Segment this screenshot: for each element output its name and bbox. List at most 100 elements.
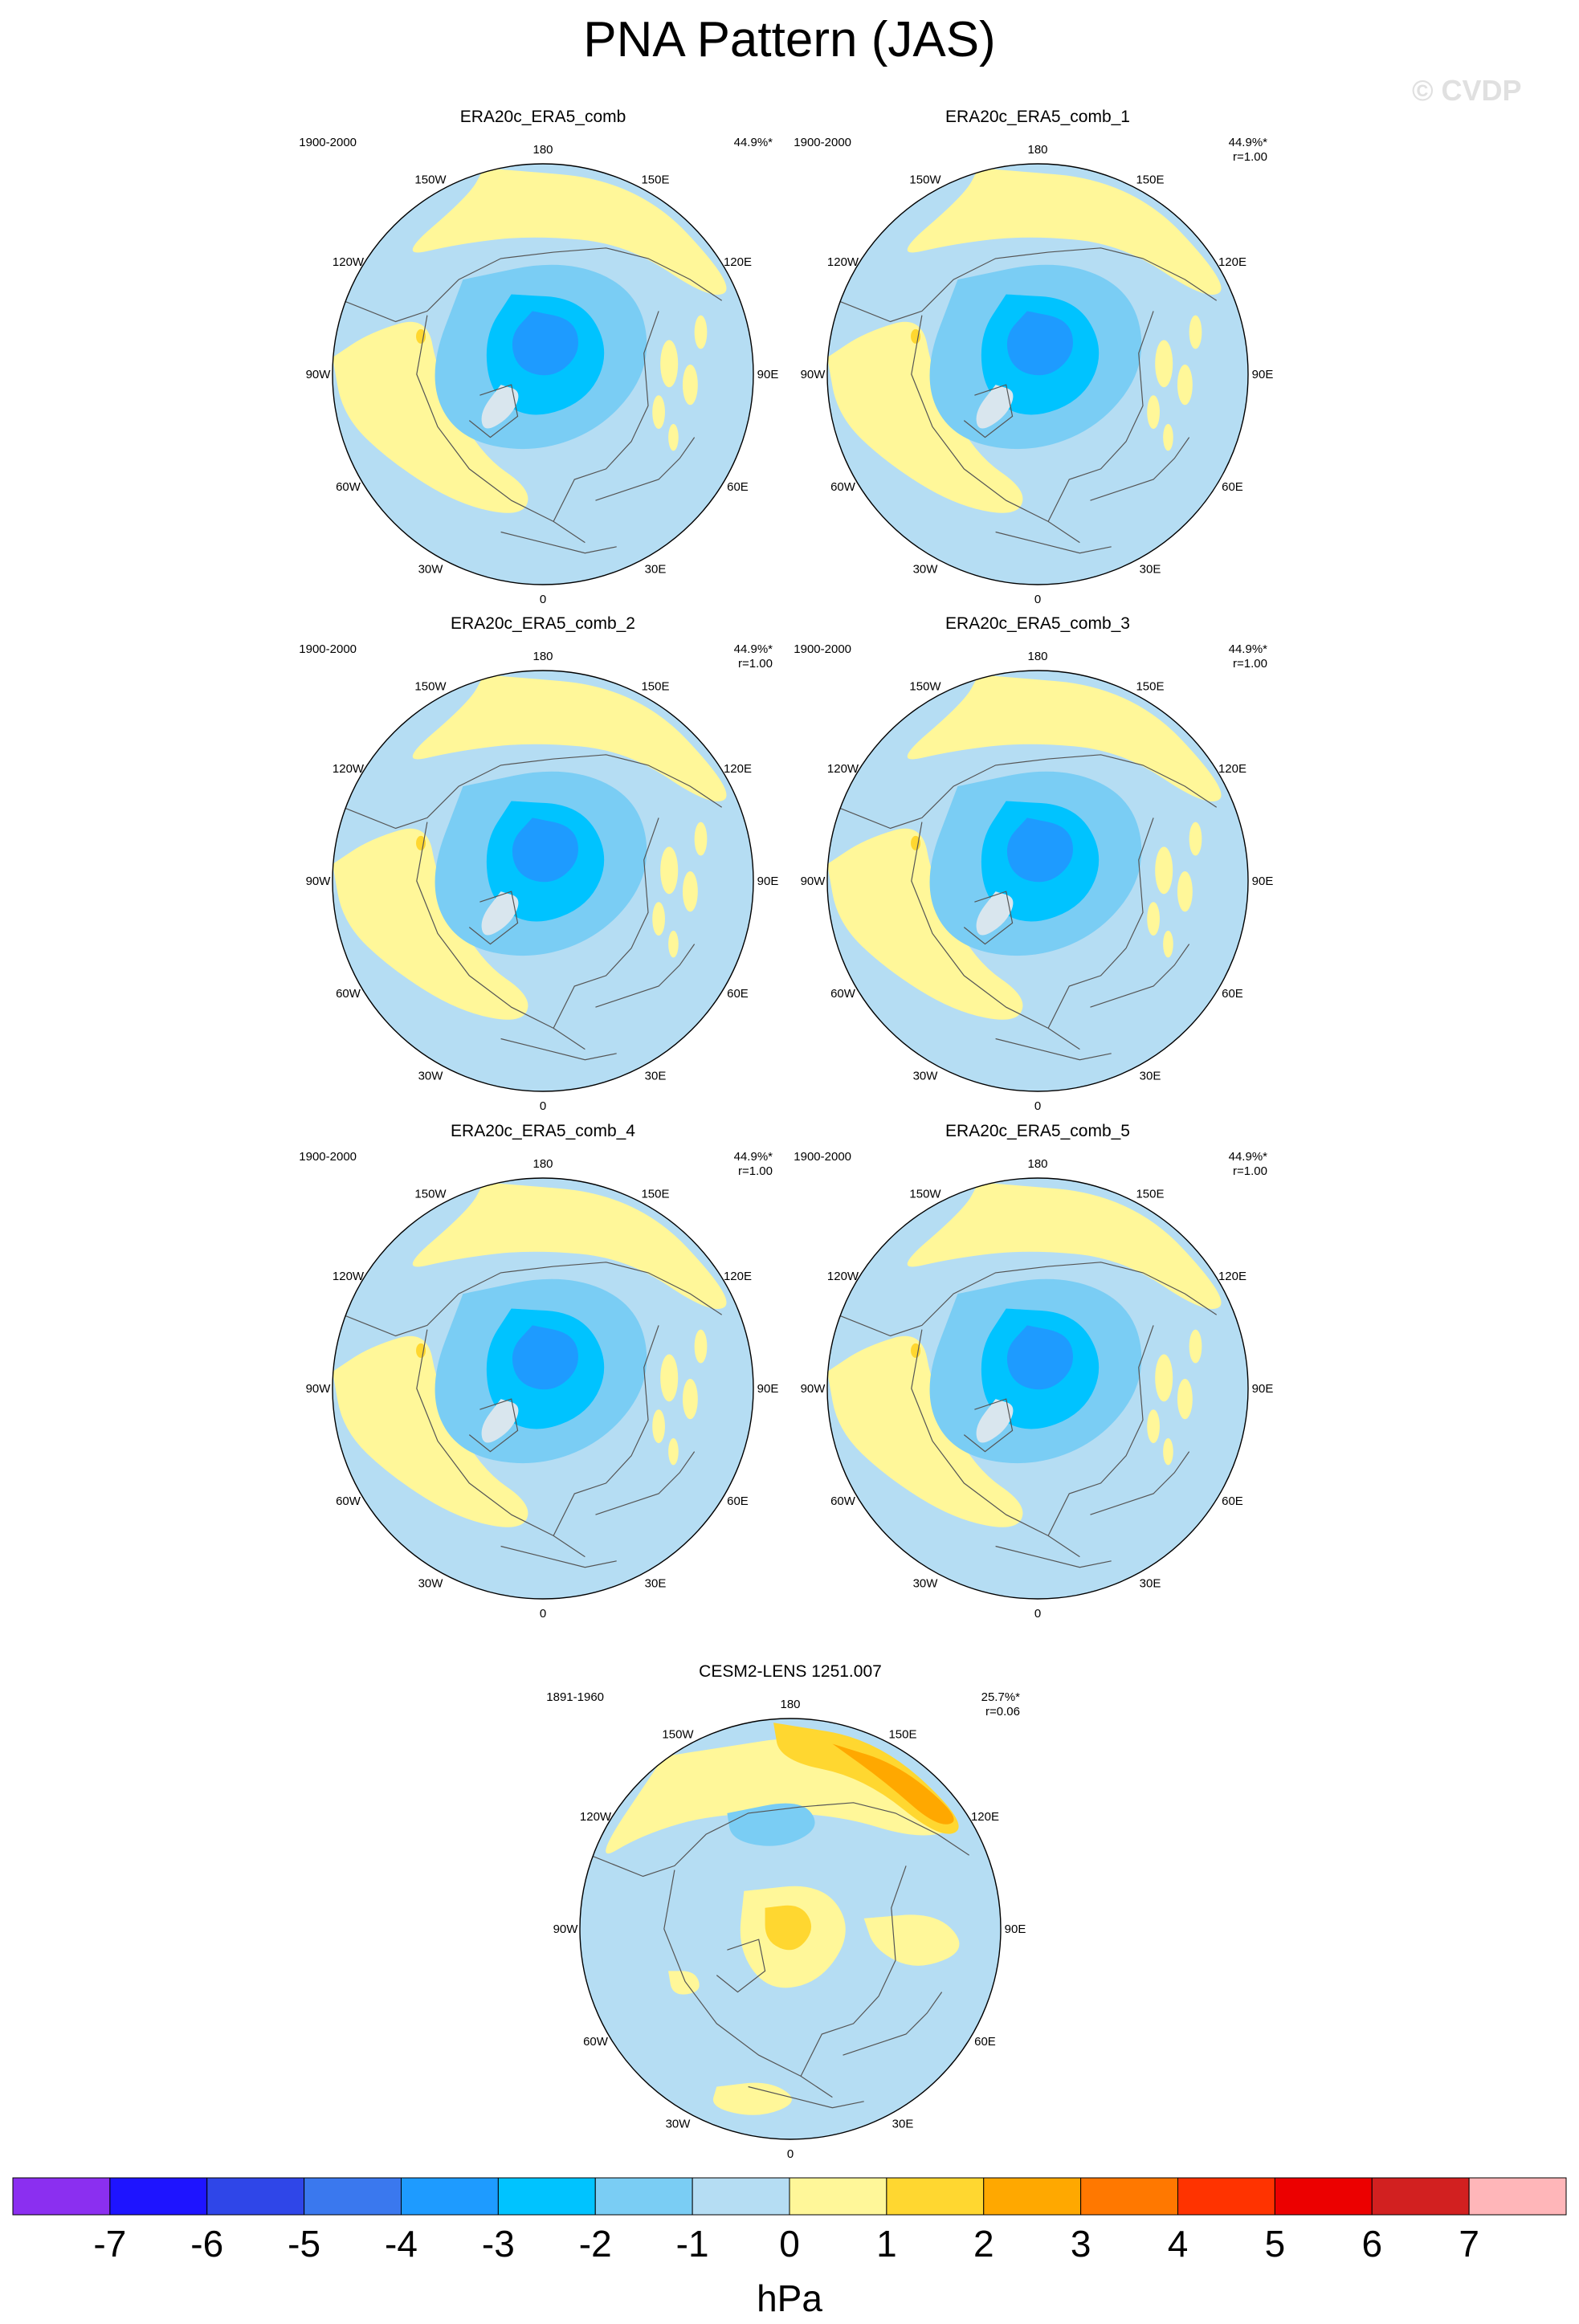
longitude-label: 60W	[583, 2035, 609, 2049]
map-border	[332, 163, 754, 585]
longitude-label: 180	[532, 650, 553, 663]
positive-anomaly-patch	[1147, 395, 1160, 430]
longitude-label: 150W	[414, 680, 447, 694]
cvdp-watermark: © CVDP	[1412, 74, 1522, 107]
colorbar-unit-label: hPa	[757, 2277, 822, 2319]
panel-correlation: r=1.00	[1233, 1164, 1267, 1178]
positive-anomaly-patch	[1189, 822, 1202, 856]
longitude-label: 150W	[909, 680, 941, 694]
coastline	[995, 1545, 1112, 1568]
colorbar-tick-label: -6	[190, 2223, 223, 2265]
positive-anomaly-patch	[1177, 1378, 1193, 1420]
longitude-label: 0	[1034, 593, 1041, 606]
polar-map	[827, 671, 1248, 1091]
colorbar-tick-label: 4	[1168, 2223, 1189, 2265]
longitude-label: 120E	[1218, 1270, 1246, 1283]
map-border	[332, 670, 754, 1092]
colorbar-tick-label: -3	[482, 2223, 515, 2265]
colorbar-tick-label: 7	[1459, 2223, 1479, 2265]
longitude-label: 180	[1027, 650, 1047, 663]
longitude-label: 60E	[727, 1494, 749, 1508]
longitude-label: 30W	[666, 2117, 692, 2130]
positive-anomaly-region	[773, 1723, 959, 1834]
positive-anomaly-patch	[416, 835, 426, 850]
longitude-label: 60W	[336, 480, 361, 494]
positive-anomaly-patch	[416, 328, 426, 344]
longitude-label: 150E	[1136, 680, 1164, 694]
positive-anomaly-patch	[1163, 1437, 1173, 1466]
coastline	[468, 384, 519, 438]
longitude-label: 90W	[553, 1922, 579, 1936]
longitude-label: 60W	[336, 1494, 361, 1508]
panel-variance: 44.9%*	[1229, 136, 1268, 149]
longitude-label: 60E	[974, 2035, 996, 2049]
longitude-label: 30W	[418, 1069, 444, 1082]
longitude-label: 90E	[757, 1382, 779, 1396]
positive-anomaly-patch	[652, 902, 665, 936]
colorbar-tick-label: 2	[973, 2223, 994, 2265]
colorbar-tick-label: 0	[779, 2223, 800, 2265]
longitude-label: 60E	[1222, 1494, 1243, 1508]
panel-years: 1900-2000	[299, 136, 357, 149]
longitude-label: 30E	[892, 2117, 914, 2130]
colorbar-swatch	[692, 2177, 790, 2216]
coastline	[1047, 311, 1154, 522]
colorbar-swatch	[886, 2177, 985, 2216]
positive-anomaly-region	[907, 1182, 1222, 1310]
longitude-label: 60W	[830, 480, 856, 494]
coastline	[342, 1262, 723, 1337]
longitude-label: 120E	[724, 762, 752, 776]
colorbar-tick-label: 1	[876, 2223, 897, 2265]
coastline	[595, 1451, 696, 1515]
negative-anomaly-core	[512, 311, 578, 376]
positive-anomaly-patch	[660, 1354, 679, 1402]
colorbar-tick-label: -7	[93, 2223, 126, 2265]
longitude-label: 120E	[724, 255, 752, 269]
coastline	[553, 817, 659, 1029]
longitude-label: 0	[540, 593, 546, 606]
negative-anomaly-core	[1006, 817, 1073, 883]
longitude-label: 180	[532, 143, 553, 157]
positive-anomaly-patch	[911, 1343, 921, 1358]
longitude-label: 180	[1027, 143, 1047, 157]
longitude-label: 120W	[333, 1270, 365, 1283]
positive-anomaly-patch	[911, 835, 921, 850]
longitude-label: 150E	[641, 1188, 669, 1201]
land-patch	[481, 891, 519, 936]
coastline	[595, 437, 696, 501]
panel-correlation: r=1.00	[1233, 657, 1267, 671]
longitude-label: 90E	[757, 368, 779, 381]
panel-years: 1900-2000	[794, 642, 851, 656]
coastline	[595, 944, 696, 1008]
coastline	[590, 1802, 970, 1878]
positive-anomaly-region	[668, 1971, 700, 1995]
negative-anomaly-core	[512, 1325, 578, 1390]
panel-variance: 44.9%*	[734, 642, 773, 656]
colorbar: -7 -6 -5 -4 -3 -2 -1 0 1 2 3 4 5 6 7 hPa	[12, 2177, 1567, 2319]
positive-anomaly-patch	[1189, 315, 1202, 349]
coastline	[843, 1992, 943, 2056]
colorbar-swatch	[12, 2177, 111, 2216]
coastline	[500, 1545, 617, 1568]
longitude-label: 30E	[645, 1576, 667, 1590]
longitude-label: 120E	[1218, 255, 1246, 269]
colorbar-tick-label: -1	[676, 2223, 709, 2265]
map-panel: ERA20c_ERA5_comb_3 1900-2000 44.9%*r=1.00 1…	[794, 614, 1273, 1113]
coastline	[995, 531, 1112, 554]
longitude-label: 120E	[971, 1810, 999, 1824]
colorbar-swatch	[1177, 2177, 1275, 2216]
figure-title: PNA Pattern (JAS)	[583, 12, 996, 67]
polar-map	[827, 1178, 1248, 1599]
panel-variance: 44.9%*	[734, 1150, 773, 1164]
panel-title: ERA20c_ERA5_comb_4	[451, 1122, 635, 1140]
panel-correlation: r=0.06	[985, 1705, 1020, 1719]
longitude-label: 30E	[645, 1069, 667, 1082]
positive-anomaly-patch	[911, 328, 921, 344]
longitude-label: 60E	[1222, 987, 1243, 1001]
longitude-label: 60E	[1222, 480, 1243, 494]
positive-anomaly-patch	[668, 930, 679, 958]
longitude-label: 90E	[1252, 1382, 1274, 1396]
coastline	[716, 1939, 766, 1993]
colorbar-swatch	[401, 2177, 499, 2216]
panel-title: ERA20c_ERA5_comb_1	[945, 108, 1130, 126]
